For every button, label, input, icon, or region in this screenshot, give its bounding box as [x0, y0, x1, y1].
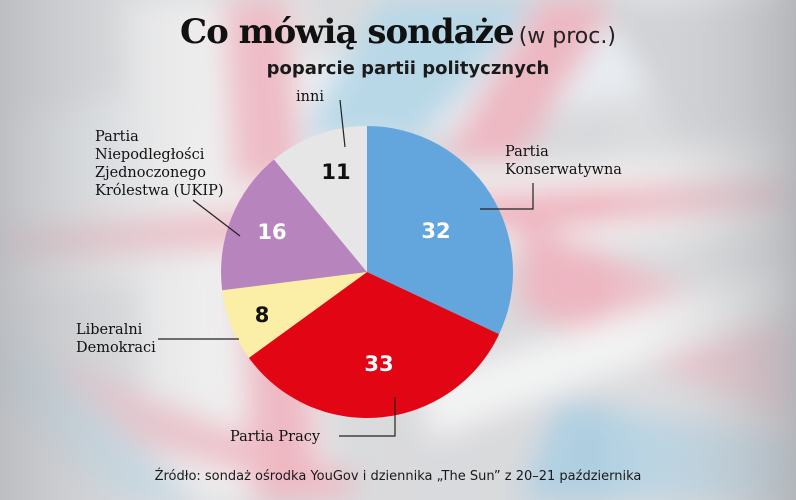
leader-line — [192, 199, 241, 237]
chart-subtitle: poparcie partii politycznych — [266, 58, 550, 79]
label-line: Demokraci — [76, 340, 156, 356]
leader-line — [480, 183, 534, 210]
slice-value: 8 — [254, 303, 270, 327]
label-line: Niepodległości — [95, 147, 205, 163]
label-ukip: Partia Niepodległości Zjednoczonego Królest… — [95, 128, 224, 200]
label-line: inni — [296, 89, 324, 105]
pie-slice — [273, 126, 367, 272]
slice-value: 33 — [364, 352, 394, 376]
slice-value: 32 — [421, 219, 451, 243]
slice-value: 16 — [257, 220, 287, 244]
label-konserwatywna: Partia Konserwatywna — [505, 143, 622, 179]
label-line: Liberalni — [76, 322, 143, 338]
pie-slice — [367, 126, 513, 335]
label-pracy: Partia Pracy — [230, 428, 320, 446]
label-inni: inni — [296, 88, 324, 106]
source-note: Źródło: sondaż ośrodka YouGov i dziennik… — [154, 469, 642, 484]
chart-title: Co mówią sondaże (w proc.) — [0, 12, 796, 52]
label-liberalni-demokraci: Liberalni Demokraci — [76, 321, 156, 357]
label-line: Konserwatywna — [505, 162, 622, 178]
pie-slice — [222, 272, 367, 358]
pie-slice — [248, 272, 500, 418]
pie-slice — [221, 159, 367, 291]
title-unit: (w proc.) — [518, 24, 616, 49]
label-line: Partia — [505, 144, 549, 160]
leader-line — [339, 397, 396, 437]
label-line: Partia — [95, 129, 139, 145]
slice-value: 11 — [321, 160, 351, 184]
label-line: Partia Pracy — [230, 429, 321, 445]
leader-line — [339, 99, 346, 148]
label-line: Zjednoczonego — [95, 165, 206, 181]
title-text: Co mówią sondaże — [180, 12, 515, 52]
label-line: Królestwa (UKIP) — [95, 183, 224, 199]
